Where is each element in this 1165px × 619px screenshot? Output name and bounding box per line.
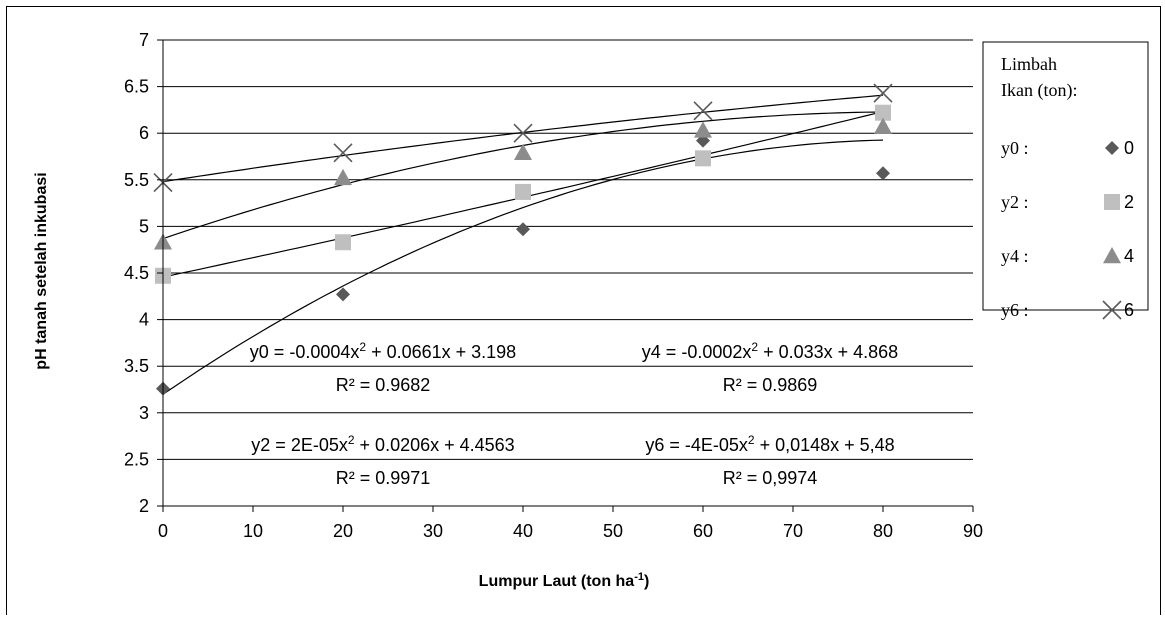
y-axis-label: pH tanah setelah inkubasi — [33, 172, 50, 369]
point-series-0-1 — [336, 287, 350, 302]
legend-marker-4 — [1103, 247, 1121, 264]
x-tick-label-2: 20 — [333, 521, 353, 541]
trendline-series-0 — [162, 139, 884, 395]
y-tick-label-5: 4.5 — [124, 263, 149, 283]
r2-y0: R² = 0.9682 — [336, 375, 431, 395]
chart-frame — [6, 6, 1161, 615]
y-tick-label-3: 3.5 — [124, 356, 149, 376]
legend-marker-6 — [1102, 300, 1122, 320]
point-series-6-1 — [333, 143, 353, 163]
x-axis-label: Lumpur Laut (ton ha-1) — [479, 571, 650, 590]
legend-title-line2: Ikan (ton): — [1001, 80, 1077, 101]
y-tick-label-6: 5 — [139, 216, 149, 236]
point-series-4-2 — [514, 143, 532, 160]
point-series-6-2 — [513, 123, 533, 143]
legend-name-6: 6 — [1124, 300, 1134, 320]
y-tick-label-0: 2 — [139, 496, 149, 516]
point-series-0-4 — [876, 166, 890, 181]
legend-name-0: 0 — [1124, 138, 1134, 158]
x-tick-label-6: 60 — [693, 521, 713, 541]
tick-labels: 22.533.544.555.566.570 10 20 30 40 50 60 70 80 90 — [124, 30, 983, 541]
trendline-series-4 — [162, 111, 884, 240]
x-tick-label-7: 70 — [783, 521, 803, 541]
x-tick-label-8: 80 — [873, 521, 893, 541]
equation-y6: y6 = -4E-05x2 + 0,0148x + 5,48 — [645, 433, 894, 455]
y-tick-label-8: 6 — [139, 123, 149, 143]
point-series-4-3 — [694, 121, 712, 138]
y-tick-label-1: 2.5 — [124, 449, 149, 469]
point-series-4-1 — [334, 168, 352, 186]
point-series-2-2 — [515, 183, 531, 200]
legend-items: y0 : 0 y2 : 2 y4 : 4 y6 : 6 — [1001, 138, 1134, 320]
legend-marker-2 — [1104, 194, 1120, 210]
equation-y0: y0 = -0.0004x2 + 0.0661x + 3.198 — [250, 340, 516, 362]
x-tick-label-4: 40 — [513, 521, 533, 541]
x-tick-label-1: 10 — [243, 521, 263, 541]
x-tick-label-3: 30 — [423, 521, 443, 541]
legend-name-4: 4 — [1124, 246, 1134, 266]
legend-label-2: y2 : — [1001, 192, 1029, 212]
y-tick-label-7: 5.5 — [124, 170, 149, 190]
point-series-6-4 — [873, 83, 893, 103]
legend-label-6: y6 : — [1001, 300, 1029, 320]
point-series-2-3 — [695, 150, 711, 167]
y-tick-label-9: 6.5 — [124, 77, 149, 97]
legend-label-0: y0 : — [1001, 138, 1029, 158]
point-series-4-4 — [874, 117, 892, 134]
legend-box — [982, 41, 1149, 311]
point-series-2-4 — [875, 104, 891, 121]
point-series-0-2 — [516, 222, 530, 237]
point-series-6-3 — [693, 101, 713, 121]
y-tick-label-10: 7 — [139, 30, 149, 50]
legend-label-4: y4 : — [1001, 246, 1029, 266]
r2-y4: R² = 0.9869 — [723, 375, 818, 395]
x-tick-label-9: 90 — [963, 521, 983, 541]
y-tick-label-2: 3 — [139, 403, 149, 423]
axes — [157, 39, 974, 512]
x-tick-label-5: 50 — [603, 521, 623, 541]
equation-y2: y2 = 2E-05x2 + 0.0206x + 4.4563 — [251, 433, 514, 455]
point-series-2-1 — [335, 234, 351, 251]
y-tick-label-4: 4 — [139, 310, 149, 330]
r2-y2: R² = 0.9971 — [336, 468, 431, 488]
r2-y6: R² = 0,9974 — [723, 468, 818, 488]
equation-y4: y4 = -0.0002x2 + 0.033x + 4.868 — [642, 340, 898, 362]
legend-name-2: 2 — [1124, 192, 1134, 212]
legend-marker-0 — [1105, 141, 1119, 155]
legend-title-line1: Limbah — [1001, 54, 1057, 74]
x-tick-label-0: 0 — [158, 521, 168, 541]
